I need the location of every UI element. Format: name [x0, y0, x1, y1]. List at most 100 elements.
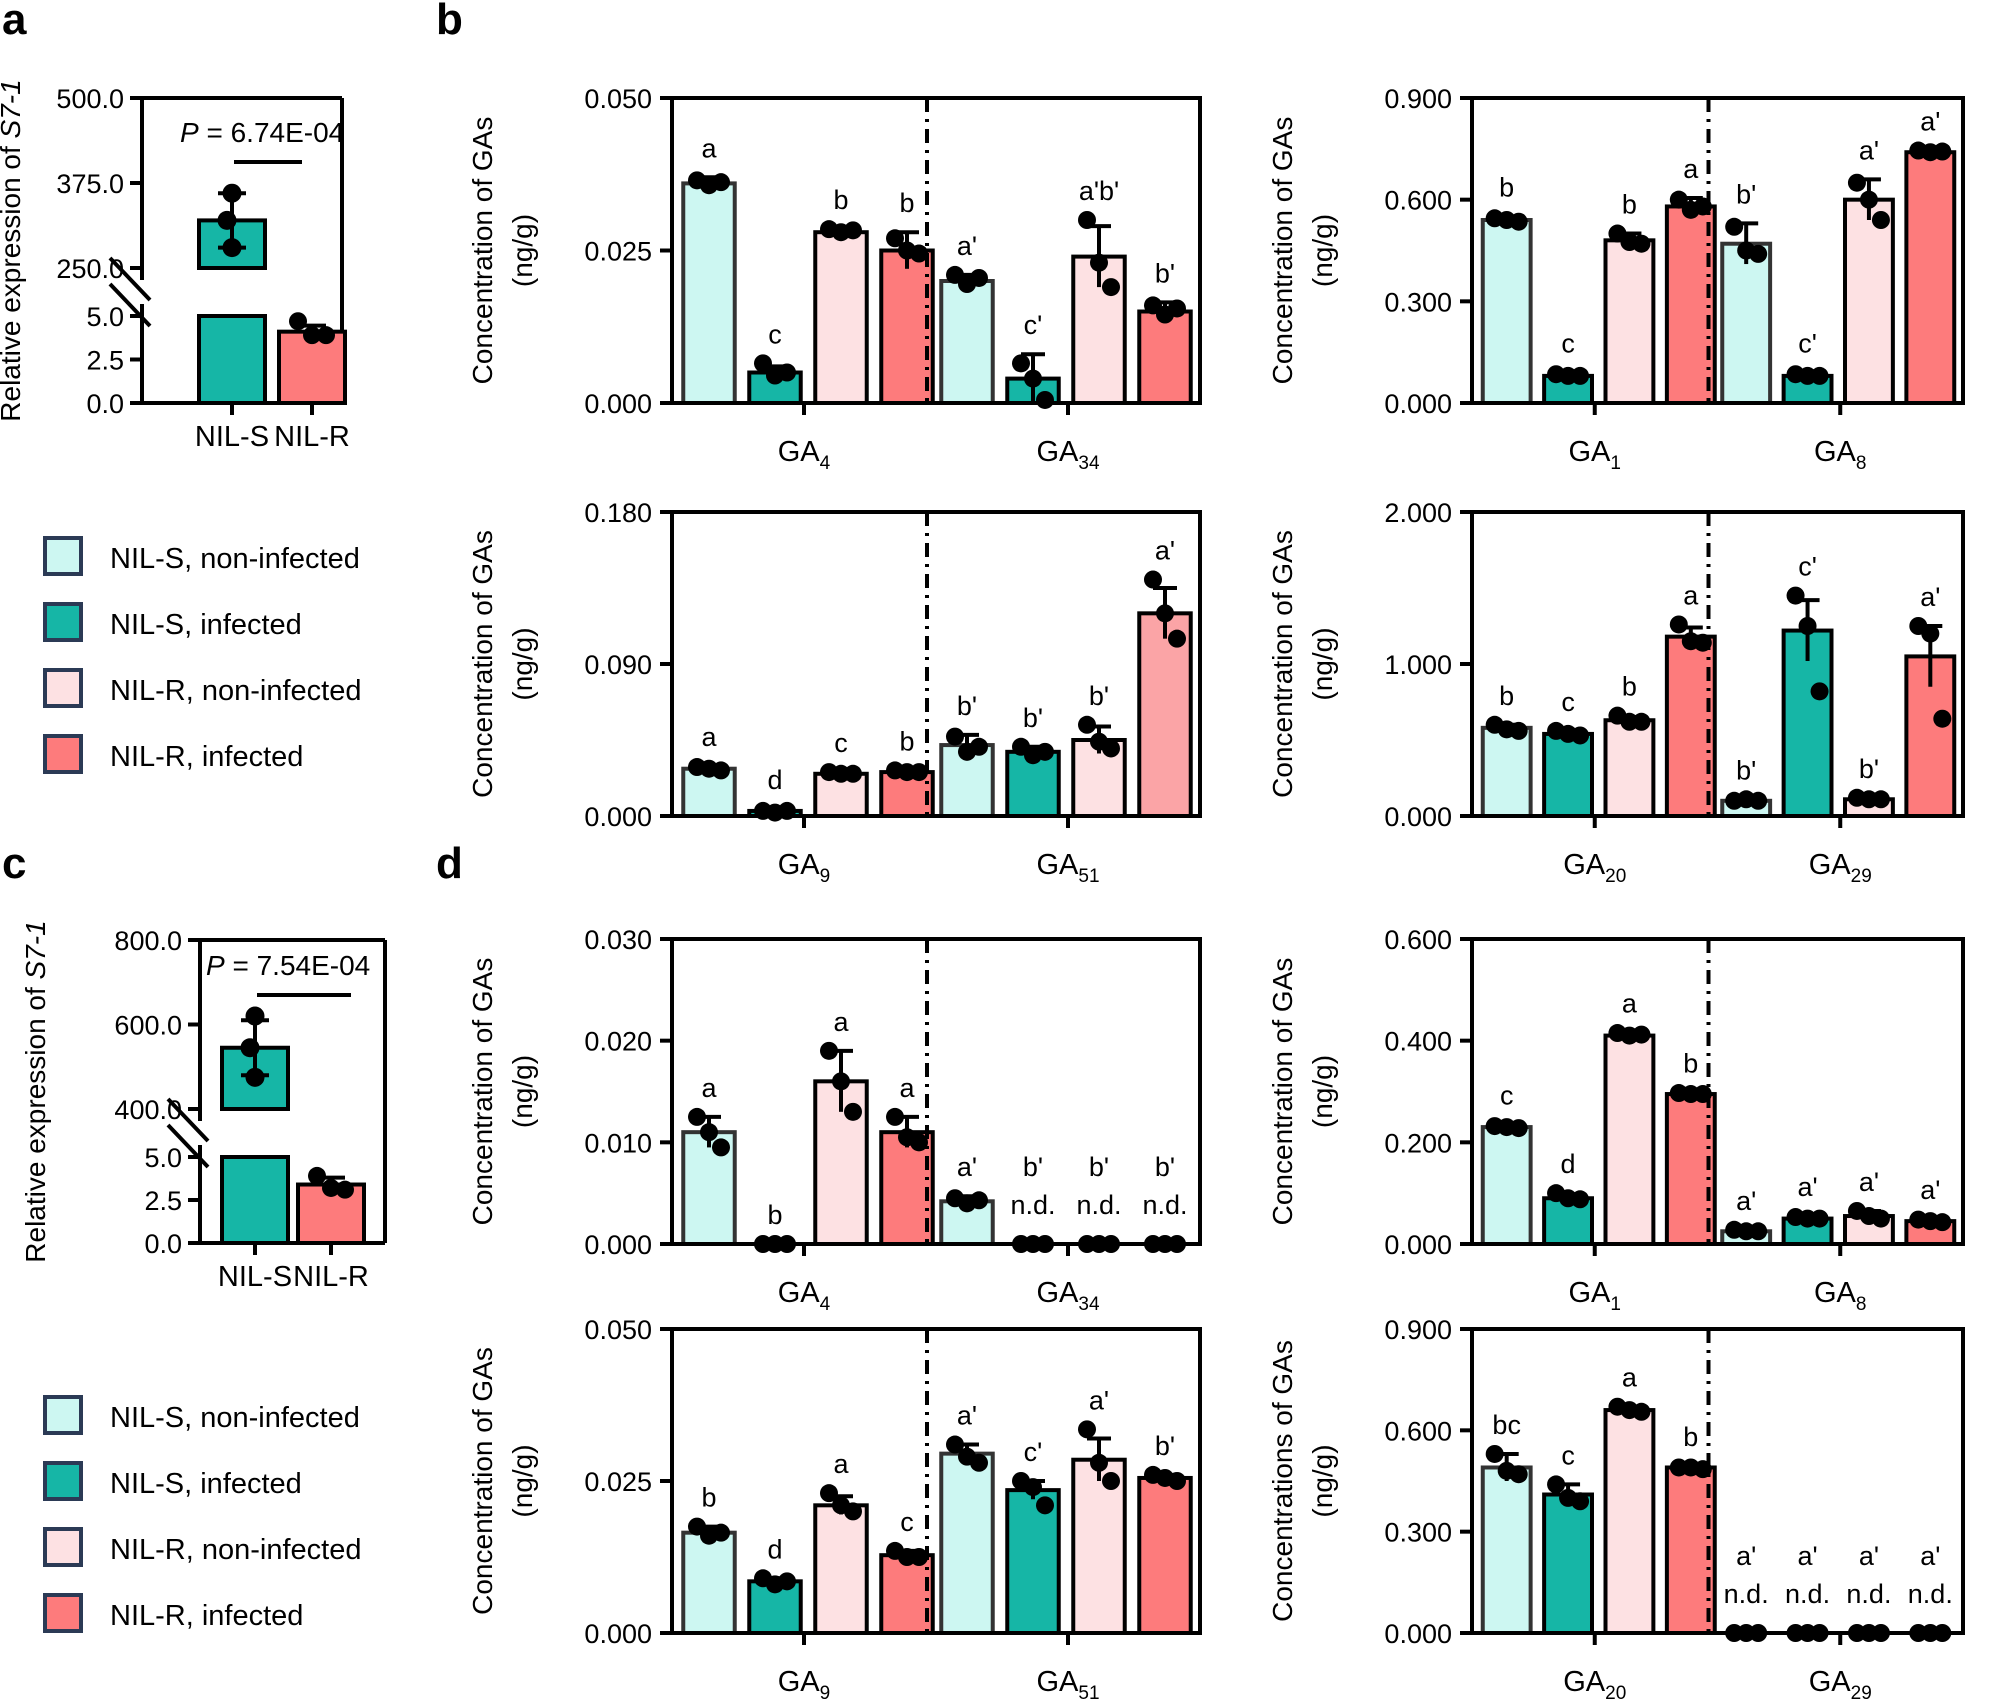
- data-point: [217, 210, 237, 230]
- bar: [277, 329, 347, 405]
- x-category-label: NIL-R: [293, 1261, 369, 1293]
- legend-label: NIL-S, non-infected: [110, 543, 360, 575]
- y-axis-label-units: (ng/g): [1307, 627, 1338, 700]
- data-point: [970, 1191, 988, 1210]
- panel-label-d: d: [436, 839, 463, 888]
- y-tick-label: 0.200: [1384, 1128, 1452, 1158]
- x-category-subscript: 1: [1610, 1294, 1621, 1315]
- x-category-label: GA4: [778, 436, 831, 474]
- axis-break-mark: [108, 256, 152, 302]
- legend-swatch: [43, 1461, 83, 1501]
- plot-frame: [670, 510, 1202, 818]
- y-axis-label-units: (ng/g): [507, 214, 538, 287]
- data-point: [1632, 234, 1651, 253]
- significance-letter: a': [1859, 1541, 1879, 1571]
- significance-letter: a: [1683, 154, 1699, 184]
- significance-letter: b': [1155, 1431, 1175, 1461]
- significance-letter: c': [1024, 310, 1043, 340]
- significance-letter: b': [1155, 258, 1175, 288]
- legend-bottom: NIL-S, non-infected NIL-S, infected NIL-R,…: [43, 1395, 361, 1633]
- y-axis-label: Concentrations of GAs: [1267, 1340, 1298, 1622]
- bar: [1843, 197, 1895, 405]
- x-category-label: NIL-R: [274, 421, 350, 453]
- bar: [1480, 218, 1533, 405]
- data-point: [754, 354, 772, 373]
- significance-letter: a': [1155, 536, 1175, 566]
- y-tick-label: 5.0: [86, 302, 124, 332]
- x-category-label: GA1: [1569, 436, 1621, 474]
- bar: [1137, 309, 1193, 405]
- bar: [1480, 1125, 1533, 1247]
- y-axis-label-gene: S7-1: [0, 79, 26, 138]
- significance-letter: a: [1683, 580, 1699, 610]
- nd-label: n.d.: [1142, 1190, 1187, 1220]
- significance-letter: a': [1736, 1186, 1756, 1216]
- significance-letter: c: [834, 728, 848, 758]
- data-point: [1102, 1472, 1120, 1490]
- y-axis-label: Concentration of GAs: [1267, 117, 1298, 385]
- data-point: [910, 244, 928, 263]
- axis-break-mark: [166, 1123, 210, 1169]
- significance-letter: a: [701, 722, 717, 752]
- data-point: [970, 1453, 988, 1472]
- data-point: [1859, 190, 1878, 209]
- x-category-subscript: 4: [820, 1294, 831, 1315]
- panel-label-c: c: [2, 839, 26, 888]
- significance-letter: b': [1089, 681, 1109, 711]
- data-point: [336, 1180, 354, 1199]
- significance-letter: b': [1023, 1152, 1043, 1182]
- bar: [1542, 731, 1594, 818]
- significance-letter: a': [1797, 1541, 1817, 1571]
- data-point: [712, 761, 730, 780]
- data-point: [970, 737, 988, 756]
- data-point: [1810, 1209, 1829, 1228]
- x-category-subscript: 8: [1856, 453, 1867, 474]
- data-point: [1571, 1190, 1590, 1209]
- significance-letter: c: [1561, 1440, 1575, 1470]
- data-point: [844, 1102, 862, 1121]
- significance-letter: a: [833, 1007, 849, 1037]
- data-point: [222, 183, 242, 203]
- data-point: [1156, 604, 1174, 623]
- y-axis-label-units: (ng/g): [507, 1055, 538, 1128]
- bar: [1781, 628, 1834, 818]
- y-tick-label: 250.0: [56, 254, 124, 284]
- x-category-subscript: 9: [820, 1683, 831, 1702]
- data-point: [1485, 1444, 1504, 1463]
- significance-letter: a: [899, 1073, 915, 1103]
- x-category-subscript: 51: [1078, 866, 1099, 887]
- data-point: [688, 1107, 706, 1126]
- data-point: [245, 1067, 265, 1087]
- y-tick-label: 0.030: [584, 925, 652, 955]
- axis-break-mark: [108, 282, 152, 328]
- data-point: [317, 326, 335, 345]
- x-category-subscript: 51: [1078, 1683, 1099, 1702]
- p-value-symbol: P: [206, 950, 225, 981]
- data-point: [832, 1072, 850, 1091]
- data-point: [289, 312, 307, 331]
- data-point: [1102, 739, 1120, 758]
- chart-panel-c: Relative expression of S7-1 800.0 600.0 400…: [20, 920, 387, 1293]
- x-category-subscript: 29: [1851, 866, 1872, 887]
- plot-frame: [1470, 1327, 1965, 1635]
- legend-swatch: [43, 1527, 83, 1567]
- x-category-name: GA: [778, 1277, 821, 1309]
- data-point: [778, 1572, 796, 1591]
- data-point: [946, 1435, 964, 1454]
- significance-letter: b: [1683, 1422, 1698, 1452]
- data-point: [886, 1107, 904, 1126]
- data-point: [820, 1041, 838, 1060]
- data-point: [1090, 253, 1108, 272]
- significance-letter: a': [1859, 1167, 1879, 1197]
- data-point: [778, 363, 796, 382]
- data-point: [712, 1523, 730, 1542]
- y-tick-label: 0.600: [1384, 925, 1452, 955]
- y-tick-label: 0.090: [584, 650, 652, 680]
- y-axis-label: Relative expression of S7-1: [20, 920, 51, 1262]
- significance-letter: a': [1736, 1541, 1756, 1571]
- plot-frame: [1470, 937, 1965, 1246]
- significance-letter: a': [1920, 107, 1940, 137]
- significance-letter: c: [768, 319, 782, 349]
- x-category-name: GA: [1563, 849, 1606, 881]
- legend-label: NIL-R, infected: [110, 1600, 303, 1632]
